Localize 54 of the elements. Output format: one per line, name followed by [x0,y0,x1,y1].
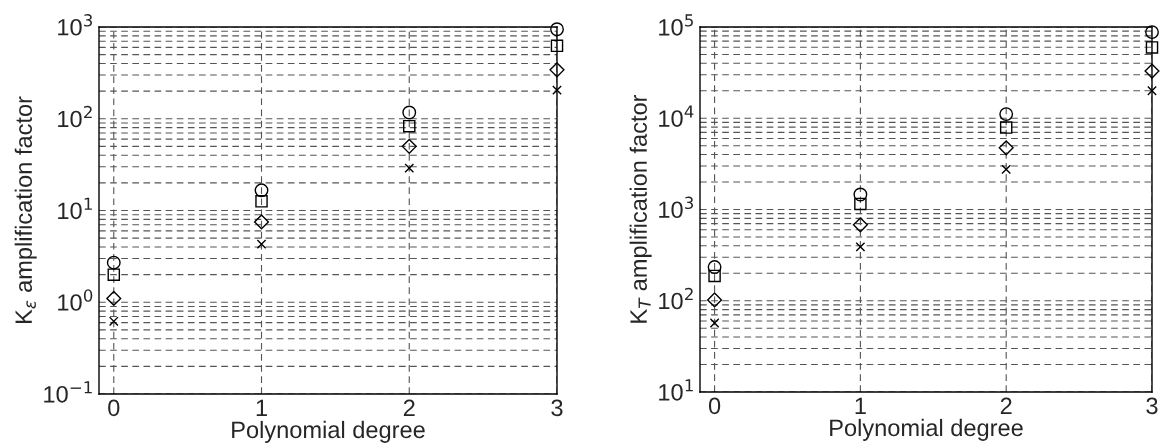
y-tick-label: 10$^{3}$ [659,196,694,219]
point [256,239,267,249]
point [854,197,867,211]
point [1001,164,1012,175]
point [552,85,562,96]
x-tick-label: 2 [1000,397,1012,414]
point [401,138,417,154]
point [1147,85,1157,96]
y-tick-label: 10$^{2}$ [58,105,92,128]
point [852,217,868,233]
y-tick-label: 10$^{0}$ [58,289,93,311]
point [1145,25,1159,40]
y-tick-label: 10$^{1}$ [659,379,693,401]
point [853,187,868,202]
point [1144,63,1160,79]
point [106,290,122,307]
y-tick-label: 10$^{3}$ [58,14,93,36]
point [1145,41,1159,54]
point [855,241,866,252]
x-axis-title: Polynomial degree [232,420,425,443]
x-axis-title: Polynomial degree [830,418,1023,441]
point [550,22,564,37]
point [709,318,720,328]
point [549,62,565,78]
y-tick-label: 10$^{5}$ [659,14,693,36]
x-tick-label: 2 [403,399,415,416]
point [708,269,721,283]
x-tick-label: 1 [855,397,866,414]
point [999,107,1014,122]
x-tick-label: 0 [708,397,721,415]
y-tick-label: 10$^{1}$ [58,197,92,220]
point [254,183,269,198]
x-tick-label: 1 [256,399,267,416]
point [707,292,723,308]
y-axis-title: K$_{ε}$ amplification factor [14,96,37,324]
point [999,121,1013,134]
point [107,268,121,281]
point [108,316,119,327]
point [255,195,268,208]
point [106,255,121,270]
y-axis-title: K$_{T}$ amplification factor [629,94,652,323]
y-tick-label: 10$^{4}$ [659,105,694,127]
point [402,105,417,120]
y-tick-label: 10$^{−1}$ [44,381,92,403]
x-tick-label: 0 [108,399,120,417]
y-tick-label: 10$^{2}$ [659,287,693,310]
point [403,119,416,133]
point [550,39,564,53]
point [404,163,415,173]
point [707,260,722,275]
point [253,214,270,230]
x-tick-label: 3 [551,399,563,417]
x-tick-label: 3 [1146,397,1158,415]
point [998,140,1014,156]
